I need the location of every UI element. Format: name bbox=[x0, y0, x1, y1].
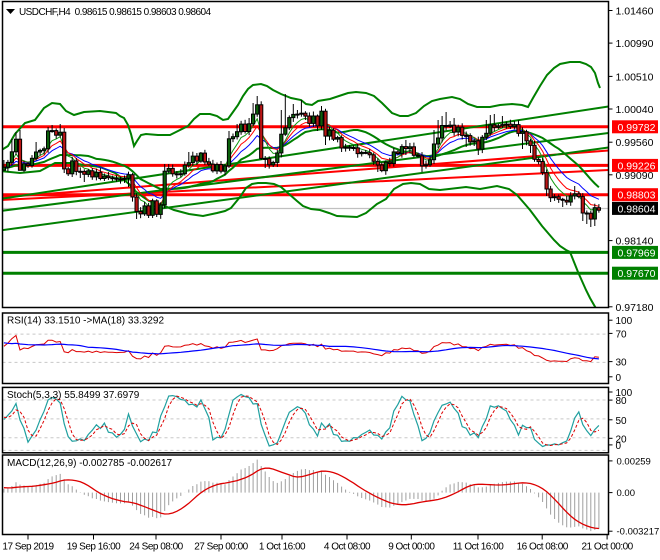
svg-text:0.98604: 0.98604 bbox=[618, 203, 656, 215]
svg-text:0.99090: 0.99090 bbox=[616, 170, 654, 182]
svg-text:1 Oct 16:00: 1 Oct 16:00 bbox=[259, 542, 306, 553]
svg-text:70: 70 bbox=[616, 329, 628, 340]
svg-text:0.97670: 0.97670 bbox=[618, 268, 656, 280]
svg-text:0.98803: 0.98803 bbox=[618, 190, 656, 202]
svg-text:27 Sep 00:00: 27 Sep 00:00 bbox=[194, 542, 248, 553]
svg-text:0.99782: 0.99782 bbox=[618, 122, 656, 134]
svg-text:0.97969: 0.97969 bbox=[618, 247, 656, 259]
svg-text:-0.003217: -0.003217 bbox=[617, 527, 660, 538]
svg-text:0.00259: 0.00259 bbox=[617, 456, 651, 467]
svg-text:0.97180: 0.97180 bbox=[616, 302, 654, 314]
svg-text:50: 50 bbox=[616, 416, 628, 427]
svg-text:100: 100 bbox=[616, 316, 633, 327]
svg-text:0.00: 0.00 bbox=[617, 488, 636, 499]
svg-text:20: 20 bbox=[616, 434, 628, 445]
svg-text:16 Oct 08:00: 16 Oct 08:00 bbox=[517, 542, 569, 553]
svg-text:9 Oct 00:00: 9 Oct 00:00 bbox=[388, 542, 435, 553]
svg-text:80: 80 bbox=[616, 396, 628, 407]
svg-text:100: 100 bbox=[616, 388, 633, 399]
svg-text:RSI(14) 33.1510 ->MA(18) 33.3: RSI(14) 33.1510 ->MA(18) 33.3292 bbox=[7, 316, 164, 327]
svg-text:1.00040: 1.00040 bbox=[616, 104, 654, 116]
svg-text:0.99560: 0.99560 bbox=[616, 137, 654, 149]
svg-text:30: 30 bbox=[616, 358, 628, 369]
svg-text:19 Sep 16:00: 19 Sep 16:00 bbox=[67, 542, 121, 553]
svg-text:0: 0 bbox=[616, 441, 622, 452]
svg-text:21 Oct 00:00: 21 Oct 00:00 bbox=[581, 542, 633, 553]
svg-text:24 Sep 08:00: 24 Sep 08:00 bbox=[129, 542, 183, 553]
svg-text:4 Oct 08:00: 4 Oct 08:00 bbox=[324, 542, 371, 553]
svg-text:0.99226: 0.99226 bbox=[618, 160, 656, 172]
svg-text:11 Oct 16:00: 11 Oct 16:00 bbox=[453, 542, 504, 553]
svg-text:MACD(12,26,9) -0.002785 -0.002: MACD(12,26,9) -0.002785 -0.002617 bbox=[7, 458, 173, 469]
svg-text:1.00510: 1.00510 bbox=[616, 71, 654, 83]
svg-text:0.98140: 0.98140 bbox=[616, 236, 654, 248]
svg-text:0: 0 bbox=[616, 373, 622, 384]
svg-text:1.00990: 1.00990 bbox=[616, 38, 654, 50]
svg-text:Stoch(5,3,3) 55.8499 37.6979: Stoch(5,3,3) 55.8499 37.6979 bbox=[7, 390, 140, 401]
svg-text:USDCHF,H4 0.98615 0.98615 0.9: USDCHF,H4 0.98615 0.98615 0.98603 0.9860… bbox=[19, 7, 211, 18]
svg-text:1.01460: 1.01460 bbox=[616, 6, 654, 18]
svg-text:17 Sep 2019: 17 Sep 2019 bbox=[2, 542, 54, 553]
